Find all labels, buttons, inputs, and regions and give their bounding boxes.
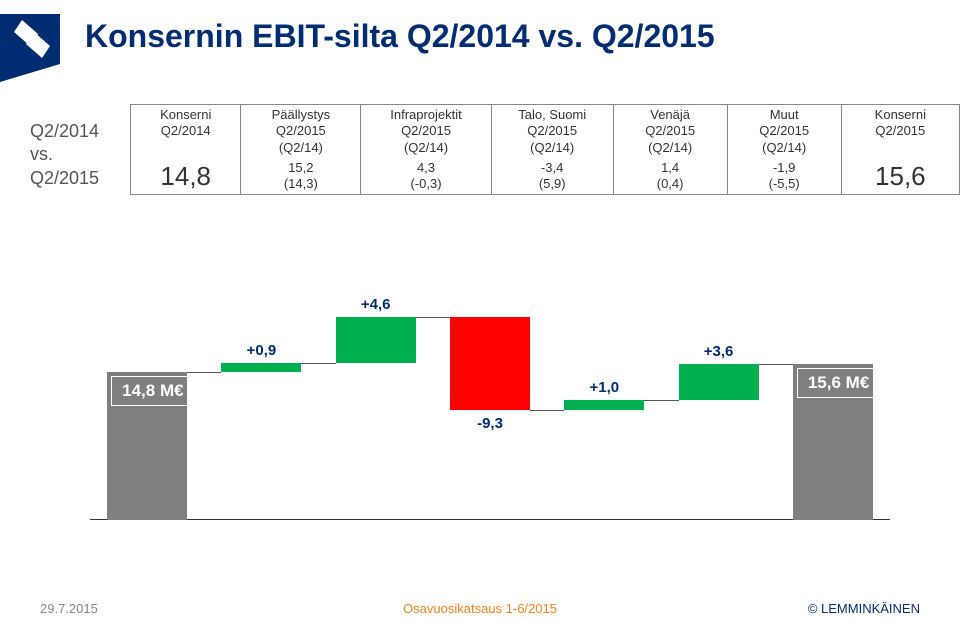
waterfall-bar xyxy=(221,363,301,372)
vs-line-3: Q2/2015 xyxy=(30,168,99,188)
waterfall-connector xyxy=(644,400,678,401)
table-header-cell: VenäjäQ2/2015(Q2/14) xyxy=(613,105,727,158)
table-value-cell: -3,4(5,9) xyxy=(491,158,613,195)
waterfall-bar xyxy=(564,400,644,410)
waterfall-connector xyxy=(759,364,793,365)
waterfall-total-label: 15,6 M€ xyxy=(797,368,880,398)
table-header-cell: InfraprojektitQ2/2015(Q2/14) xyxy=(361,105,491,158)
waterfall-connector xyxy=(301,363,335,364)
footer-copyright: © LEMMINKÄINEN xyxy=(808,601,920,616)
table-header-cell: MuutQ2/2015(Q2/14) xyxy=(727,105,841,158)
slide-footer: 29.7.2015 Osavuosikatsaus 1-6/2015 © LEM… xyxy=(0,601,960,625)
table-header-cell: PäällystysQ2/2015(Q2/14) xyxy=(241,105,361,158)
table-value-cell: 15,6 xyxy=(841,158,959,195)
waterfall-bar xyxy=(450,317,530,410)
table-header-cell: KonserniQ2/2015 xyxy=(841,105,959,158)
waterfall-connector xyxy=(187,372,221,373)
table-value-cell: 15,2(14,3) xyxy=(241,158,361,195)
chart-baseline xyxy=(90,519,890,520)
waterfall-delta-label: +3,6 xyxy=(704,343,734,360)
waterfall-connector xyxy=(416,317,450,318)
table-value-cell: 4,3(-0,3) xyxy=(361,158,491,195)
table-value-cell: 14,8 xyxy=(131,158,241,195)
page-title: Konsernin EBIT-silta Q2/2014 vs. Q2/2015 xyxy=(85,18,715,55)
waterfall-delta-label: +4,6 xyxy=(361,296,391,313)
bridge-data-table: KonserniQ2/2014PäällystysQ2/2015(Q2/14)I… xyxy=(130,104,960,195)
slide: Konsernin EBIT-silta Q2/2014 vs. Q2/2015… xyxy=(0,0,960,643)
waterfall-bar xyxy=(336,317,416,363)
vs-line-1: Q2/2014 xyxy=(30,121,99,141)
waterfall-connector xyxy=(530,410,564,411)
waterfall-total-label: 14,8 M€ xyxy=(111,376,194,406)
waterfall-bar xyxy=(679,364,759,400)
vs-line-2: vs. xyxy=(30,144,53,164)
table-value-cell: -1,9(-5,5) xyxy=(727,158,841,195)
table-header-cell: Talo, SuomiQ2/2015(Q2/14) xyxy=(491,105,613,158)
waterfall-delta-label: -9,3 xyxy=(477,415,503,432)
period-vs-label: Q2/2014 vs. Q2/2015 xyxy=(30,120,99,190)
brand-logo xyxy=(0,14,60,82)
waterfall-chart: 14,8 M€ +0,9 +4,6 -9,3 +1,0 +3,6 15,6 M€ xyxy=(90,240,890,520)
waterfall-delta-label: +1,0 xyxy=(589,379,619,396)
waterfall-delta-label: +0,9 xyxy=(247,342,277,359)
footer-subtitle: Osavuosikatsaus 1-6/2015 xyxy=(403,601,557,616)
table-header-cell: KonserniQ2/2014 xyxy=(131,105,241,158)
footer-date: 29.7.2015 xyxy=(40,601,98,616)
table-value-cell: 1,4(0,4) xyxy=(613,158,727,195)
